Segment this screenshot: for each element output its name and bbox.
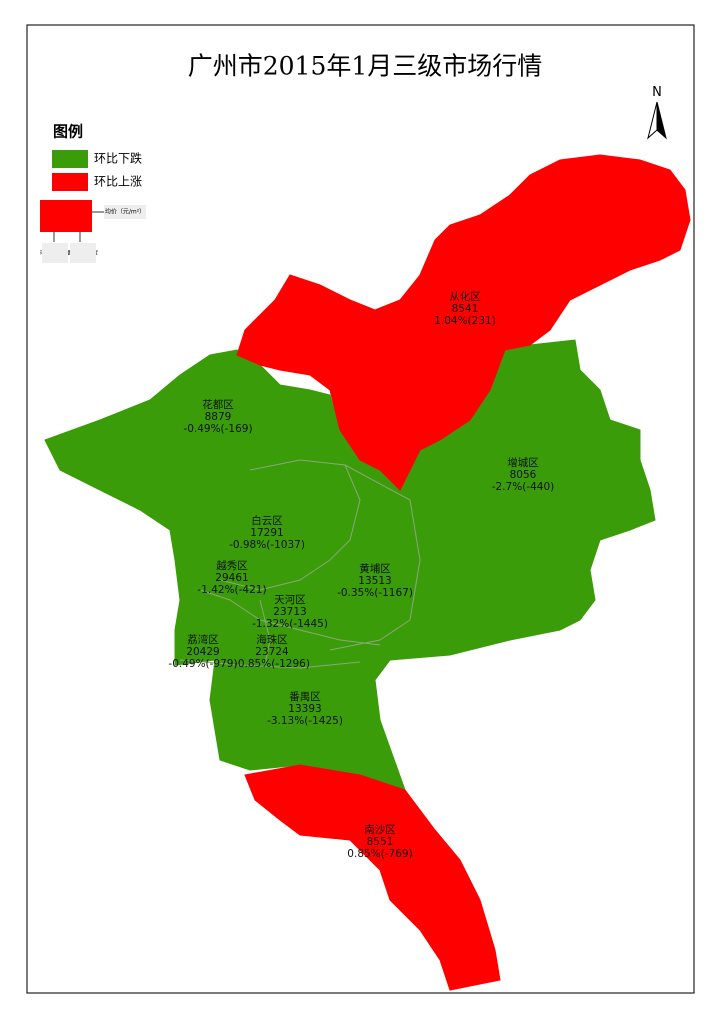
district-price: 8541: [452, 303, 479, 315]
district-price: 23713: [273, 606, 306, 618]
district-price: 13393: [288, 703, 321, 715]
district-name: 增城区: [507, 456, 539, 469]
district-price: 13513: [358, 575, 391, 587]
district-name: 白云区: [251, 514, 283, 527]
legend-swatch: [52, 173, 88, 191]
district-change: -0.98%(-1037): [229, 539, 305, 551]
north-label: N: [652, 85, 662, 100]
district-change: 1.04%(231): [434, 315, 496, 327]
red-region: [244, 764, 501, 991]
district-price: 8056: [510, 469, 537, 481]
district-change: -0.49%(-169): [183, 423, 252, 435]
north-arrow: [656, 101, 667, 140]
district-price: 8879: [205, 411, 232, 423]
district-change: -1.42%(-421): [197, 584, 266, 596]
district-change: -0.85%(-1296): [234, 658, 310, 670]
legend-title: 图例: [53, 123, 83, 141]
district-price: 8551: [367, 836, 394, 848]
district-change: -0.49%(-979): [168, 658, 237, 670]
legend-label: 环比上涨: [94, 174, 142, 189]
district-price: 17291: [250, 527, 283, 539]
legend-label: 环比下跌: [94, 151, 142, 166]
district-price: 29461: [215, 572, 248, 584]
district-name: 越秀区: [216, 559, 248, 572]
legend-note-box: [104, 205, 146, 219]
red-region: [236, 154, 691, 491]
district-name: 天河区: [274, 594, 306, 606]
district-name: 海珠区: [256, 633, 288, 646]
district-name: 荔湾区: [187, 633, 219, 646]
legend-note-box: [70, 243, 96, 263]
north-arrow: [647, 101, 658, 140]
district-name: 番禺区: [289, 691, 321, 703]
legend-note-box: [42, 243, 68, 263]
district-borders: [179, 459, 421, 669]
district-price: 23724: [255, 646, 289, 658]
legend-price-note: 均价（元/m²）: [105, 208, 145, 216]
map-title: 广州市2015年1月三级市场行情: [188, 52, 543, 81]
district-name: 花都区: [202, 398, 234, 411]
legend-sample-box: [40, 200, 92, 232]
legend-swatch: [52, 150, 88, 168]
district-change: 0.85%(-769): [347, 848, 412, 860]
district-change: -0.35%(-1167): [337, 587, 413, 599]
district-price: 20429: [186, 646, 219, 658]
district-name: 黄埔区: [359, 562, 391, 575]
green-region: [44, 339, 656, 791]
district-name: 南沙区: [364, 823, 396, 836]
district-name: 从化区: [449, 290, 481, 303]
district-change: -1.32%(-1445): [252, 618, 328, 630]
district-labels: 从化区85411.04%(231)花都区8879-0.49%(-169)增城区8…: [168, 290, 554, 860]
district-change: -2.7%(-440): [492, 481, 555, 493]
frame: [26, 24, 695, 994]
district-change: -3.13%(-1425): [267, 715, 343, 727]
